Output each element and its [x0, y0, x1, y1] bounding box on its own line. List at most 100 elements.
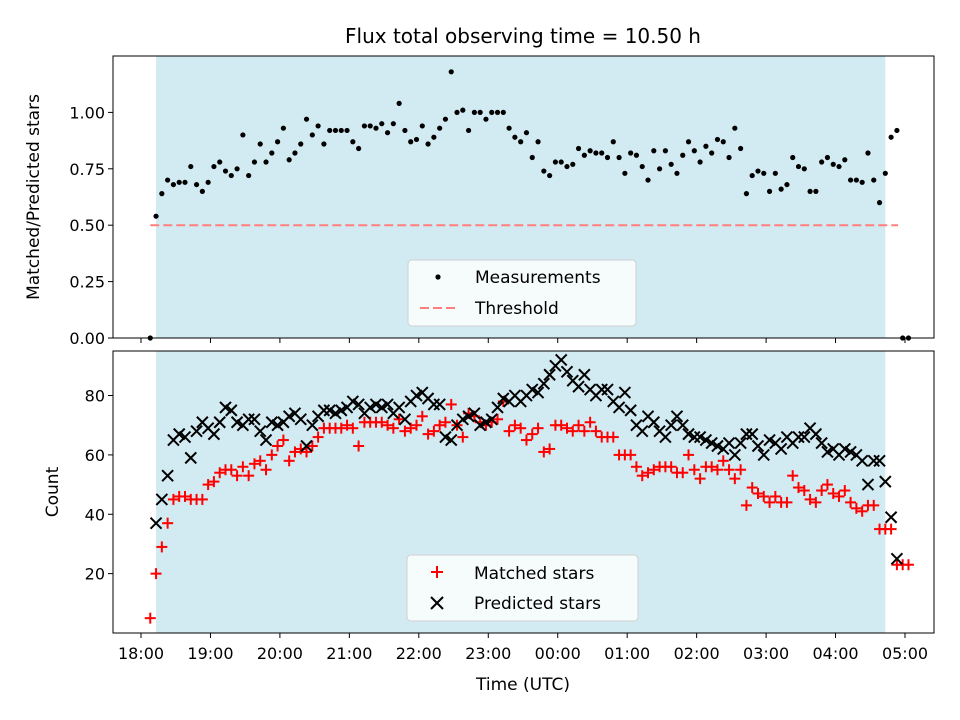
measurement-point: [685, 139, 692, 145]
measurement-point: [199, 188, 205, 194]
measurement-point: [460, 107, 466, 113]
y-tick-label: 0.75: [69, 160, 105, 179]
predicted-star-point: [531, 386, 545, 399]
measurement-point: [182, 179, 188, 185]
predicted-star-point: [282, 410, 296, 423]
measurement-point: [795, 163, 802, 170]
matched-star-point: [544, 443, 556, 455]
measurement-point: [500, 109, 506, 115]
measurement-point: [274, 139, 281, 145]
measurement-point: [217, 159, 223, 165]
matched-star-point: [196, 493, 208, 505]
measurement-point: [859, 179, 865, 185]
measurement-point: [622, 170, 628, 176]
predicted-star-point: [445, 433, 458, 447]
predicted-star-point: [728, 448, 742, 462]
measurement-point: [153, 213, 159, 219]
measurement-point: [263, 159, 269, 165]
matched-star-point: [492, 413, 504, 425]
measurement-point: [813, 188, 819, 194]
matched-star-point: [283, 455, 295, 467]
matched-star-point: [677, 467, 689, 479]
matched-star-point: [526, 428, 538, 440]
measurement-point: [703, 143, 709, 149]
measurement-point: [257, 141, 263, 147]
matched-star-point: [428, 425, 440, 437]
top-panel: 0.00 0.25 0.50 0.75 1.00 Matched/Predicted s…: [24, 55, 935, 348]
matched-star-point: [717, 455, 729, 467]
predicted-star-point: [479, 416, 493, 429]
measurement-point: [674, 170, 680, 176]
matched-star-point: [411, 419, 423, 431]
predicted-star-point: [155, 493, 169, 506]
bottom-legend-box: [406, 554, 639, 622]
measurement-point: [332, 127, 339, 134]
predicted-star-point: [271, 419, 284, 432]
predicted-star-point: [578, 368, 591, 381]
y-tick-label: 0.50: [69, 216, 105, 235]
matched-star-point: [590, 425, 602, 437]
predicted-star-point: [456, 413, 470, 426]
matched-star-point: [683, 449, 695, 461]
measurement-point: [836, 163, 842, 170]
predicted-star-point: [230, 416, 244, 429]
measurement-point: [535, 139, 541, 145]
measurement-point: [882, 170, 888, 176]
matched-star-point: [868, 499, 880, 511]
measurement-point: [547, 172, 553, 179]
measurement-point: [865, 150, 871, 156]
predicted-star-point: [294, 413, 307, 426]
measurement-point: [628, 150, 634, 156]
predicted-star-point: [624, 404, 637, 417]
predicted-star-point: [178, 430, 192, 444]
matched-star-point: [845, 496, 857, 508]
predicted-star-point: [745, 427, 759, 441]
measurement-point: [356, 145, 362, 152]
matched-star-point: [821, 479, 833, 491]
measurement-point: [755, 168, 761, 174]
measurement-point: [437, 125, 443, 131]
matched-star-point: [538, 446, 550, 458]
predicted-star-point: [751, 439, 765, 453]
matched-star-point: [393, 413, 405, 425]
legend-measurements-marker: [435, 274, 441, 280]
predicted-star-point: [149, 516, 163, 530]
measurement-point: [842, 157, 848, 163]
y-tick-label: 40: [85, 505, 105, 524]
measurement-point: [691, 148, 697, 154]
measurement-point: [193, 181, 200, 188]
bottom-plot-frame: [112, 350, 935, 634]
predicted-star-point: [335, 404, 348, 417]
measurement-point: [338, 127, 344, 134]
predicted-star-point: [317, 404, 331, 417]
measurement-point: [575, 145, 582, 152]
y-tick-label: 60: [85, 446, 105, 465]
matched-star-point: [607, 431, 619, 443]
measurement-point: [639, 163, 645, 170]
measurement-point: [303, 116, 310, 122]
predicted-star-point: [844, 445, 857, 459]
measurement-point: [772, 170, 778, 176]
matched-star-point: [833, 490, 845, 502]
matched-star-point: [573, 419, 585, 431]
measurement-point: [529, 154, 535, 161]
predicted-star-point: [647, 416, 661, 429]
measurement-point: [853, 177, 859, 183]
matched-star-point: [156, 541, 168, 553]
predicted-star-point: [722, 436, 736, 450]
measurement-point: [680, 152, 686, 158]
measurement-point: [738, 145, 744, 152]
matched-star-point: [735, 464, 747, 476]
top-legend: Measurements Threshold: [407, 259, 637, 327]
matched-star-point: [434, 419, 446, 431]
predicted-star-point: [890, 552, 904, 565]
predicted-star-point: [254, 424, 267, 438]
matched-star-point: [706, 461, 718, 473]
measurement-point: [830, 161, 836, 167]
matched-star-point: [416, 410, 428, 422]
matched-star-point: [248, 458, 260, 470]
predicted-star-point: [688, 430, 701, 444]
measurement-point: [286, 157, 292, 163]
measurement-point: [570, 161, 576, 167]
measurement-point: [790, 154, 796, 161]
